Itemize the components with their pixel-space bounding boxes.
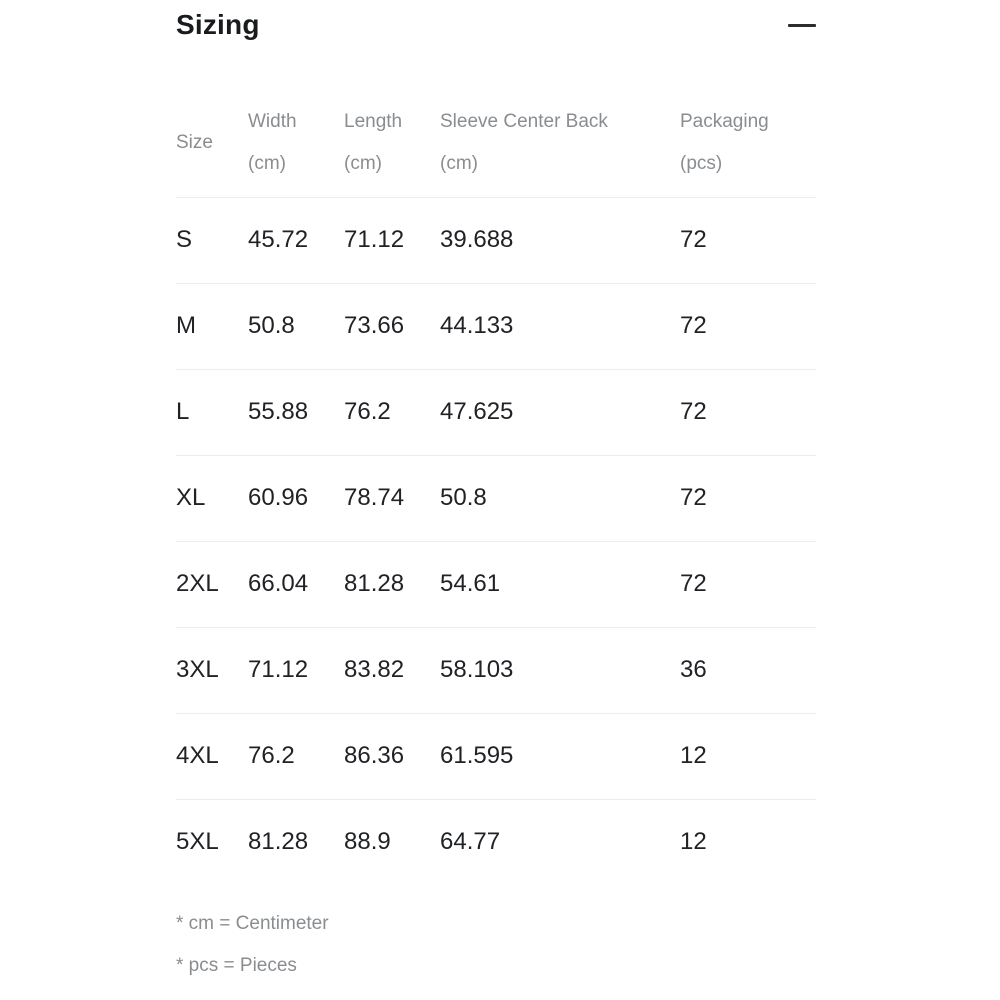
cell-sleeve-center-back: 64.77: [440, 798, 680, 885]
section-title: Sizing: [176, 9, 260, 40]
sizing-content: Sizing Size Width (cm) Length (cm) Sleeve …: [176, 8, 816, 996]
cell-size: 3XL: [176, 626, 248, 713]
cell-packaging: 72: [680, 368, 816, 455]
cell-size: S: [176, 196, 248, 283]
table-row: M 50.8 73.66 44.133 72: [176, 282, 816, 369]
column-header-width: Width (cm): [248, 90, 344, 197]
cell-sleeve-center-back: 58.103: [440, 626, 680, 713]
cell-length: 76.2: [344, 368, 440, 455]
cell-packaging: 12: [680, 798, 816, 885]
column-label: Size: [176, 132, 213, 154]
cell-length: 83.82: [344, 626, 440, 713]
column-header-length: Length (cm): [344, 90, 440, 197]
cell-size: 2XL: [176, 540, 248, 627]
cell-packaging: 72: [680, 454, 816, 541]
cell-sleeve-center-back: 50.8: [440, 454, 680, 541]
cell-width: 71.12: [248, 626, 344, 713]
section-header: Sizing: [176, 8, 816, 42]
column-label: Width: [248, 111, 297, 133]
cell-width: 76.2: [248, 712, 344, 799]
sizing-table: Size Width (cm) Length (cm) Sleeve Center …: [176, 90, 816, 885]
footnotes: * cm = Centimeter * pcs = Pieces: [176, 912, 816, 978]
minus-icon: [788, 23, 816, 27]
cell-length: 81.28: [344, 540, 440, 627]
cell-width: 81.28: [248, 798, 344, 885]
cell-size: XL: [176, 454, 248, 541]
table-row: 3XL 71.12 83.82 58.103 36: [176, 626, 816, 713]
footnote-pcs: * pcs = Pieces: [176, 955, 297, 976]
column-unit: (cm): [248, 153, 286, 175]
table-body: S 45.72 71.12 39.688 72 M 50.8 73.66 44.…: [176, 196, 816, 885]
cell-width: 55.88: [248, 368, 344, 455]
table-row: XL 60.96 78.74 50.8 72: [176, 454, 816, 541]
table-row: S 45.72 71.12 39.688 72: [176, 196, 816, 283]
cell-width: 60.96: [248, 454, 344, 541]
cell-size: L: [176, 368, 248, 455]
table-row: 5XL 81.28 88.9 64.77 12: [176, 798, 816, 885]
cell-sleeve-center-back: 39.688: [440, 196, 680, 283]
column-label: Sleeve Center Back: [440, 111, 608, 133]
table-row: L 55.88 76.2 47.625 72: [176, 368, 816, 455]
column-label: Length: [344, 111, 403, 133]
cell-size: 5XL: [176, 798, 248, 885]
header-row: Size Width (cm) Length (cm) Sleeve Center …: [176, 90, 816, 197]
cell-packaging: 72: [680, 540, 816, 627]
column-header-size: Size: [176, 90, 248, 197]
cell-length: 78.74: [344, 454, 440, 541]
cell-packaging: 12: [680, 712, 816, 799]
collapse-button[interactable]: [788, 18, 816, 33]
cell-length: 86.36: [344, 712, 440, 799]
cell-sleeve-center-back: 61.595: [440, 712, 680, 799]
table-row: 4XL 76.2 86.36 61.595 12: [176, 712, 816, 799]
cell-sleeve-center-back: 54.61: [440, 540, 680, 627]
cell-width: 50.8: [248, 282, 344, 369]
table-row: 2XL 66.04 81.28 54.61 72: [176, 540, 816, 627]
cell-packaging: 72: [680, 196, 816, 283]
column-unit: (pcs): [680, 153, 723, 175]
cell-width: 45.72: [248, 196, 344, 283]
cell-packaging: 36: [680, 626, 816, 713]
cell-length: 71.12: [344, 196, 440, 283]
cell-sleeve-center-back: 47.625: [440, 368, 680, 455]
cell-length: 88.9: [344, 798, 440, 885]
column-unit: (cm): [344, 153, 382, 175]
cell-size: 4XL: [176, 712, 248, 799]
cell-length: 73.66: [344, 282, 440, 369]
column-header-packaging: Packaging (pcs): [680, 90, 816, 197]
footnote-cm: * cm = Centimeter: [176, 913, 329, 934]
cell-packaging: 72: [680, 282, 816, 369]
cell-width: 66.04: [248, 540, 344, 627]
column-header-sleeve-center-back: Sleeve Center Back (cm): [440, 90, 680, 197]
column-label: Packaging: [680, 111, 769, 133]
cell-sleeve-center-back: 44.133: [440, 282, 680, 369]
table-header: Size Width (cm) Length (cm) Sleeve Center …: [176, 90, 816, 197]
cell-size: M: [176, 282, 248, 369]
column-unit: (cm): [440, 153, 478, 175]
